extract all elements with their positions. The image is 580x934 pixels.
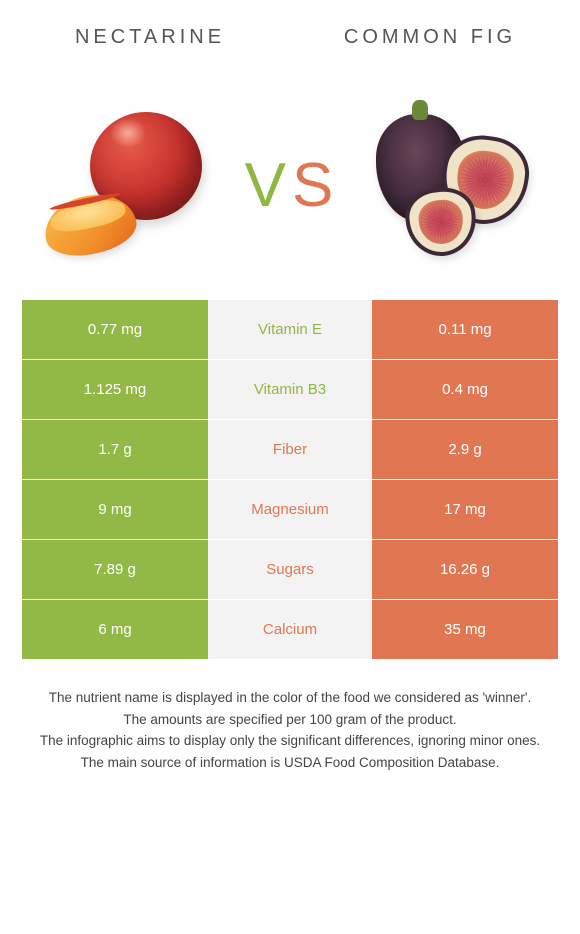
left-value: 7.89 g [22,540,208,599]
right-value: 16.26 g [372,540,558,599]
nutrient-label: Vitamin E [208,300,372,359]
left-value: 9 mg [22,480,208,539]
left-food-title: NECTARINE [50,24,250,50]
vs-letter-s: S [292,150,335,221]
left-value: 0.77 mg [22,300,208,359]
nutrient-row: 1.125 mgVitamin B30.4 mg [22,360,558,419]
vs-letter-v: V [245,150,288,221]
nutrient-label: Sugars [208,540,372,599]
right-value: 35 mg [372,600,558,659]
right-value: 2.9 g [372,420,558,479]
right-food-title: COMMON FIG [330,24,530,50]
footnote-line: The main source of information is USDA F… [28,753,552,773]
right-value: 17 mg [372,480,558,539]
right-value: 0.4 mg [372,360,558,419]
left-value: 1.7 g [22,420,208,479]
nutrient-row: 0.77 mgVitamin E0.11 mg [22,300,558,359]
nectarine-image [40,100,210,270]
nutrient-row: 6 mgCalcium35 mg [22,600,558,659]
footnote-line: The amounts are specified per 100 gram o… [28,710,552,730]
footnote-line: The nutrient name is displayed in the co… [28,688,552,708]
nutrient-row: 1.7 gFiber2.9 g [22,420,558,479]
left-value: 6 mg [22,600,208,659]
right-value: 0.11 mg [372,300,558,359]
nutrient-label: Magnesium [208,480,372,539]
vs-label: VS [245,150,336,221]
nutrient-label: Fiber [208,420,372,479]
left-value: 1.125 mg [22,360,208,419]
header: NECTARINE COMMON FIG [0,0,580,90]
nutrient-row: 9 mgMagnesium17 mg [22,480,558,539]
footnotes: The nutrient name is displayed in the co… [0,660,580,772]
nutrient-label: Calcium [208,600,372,659]
nutrition-table: 0.77 mgVitamin E0.11 mg1.125 mgVitamin B… [0,300,580,659]
nutrient-row: 7.89 gSugars16.26 g [22,540,558,599]
fig-image [370,100,540,270]
footnote-line: The infographic aims to display only the… [28,731,552,751]
nutrient-label: Vitamin B3 [208,360,372,419]
hero-row: VS [0,90,580,300]
